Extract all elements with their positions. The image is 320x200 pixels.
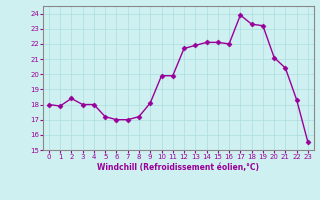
X-axis label: Windchill (Refroidissement éolien,°C): Windchill (Refroidissement éolien,°C)	[97, 163, 260, 172]
